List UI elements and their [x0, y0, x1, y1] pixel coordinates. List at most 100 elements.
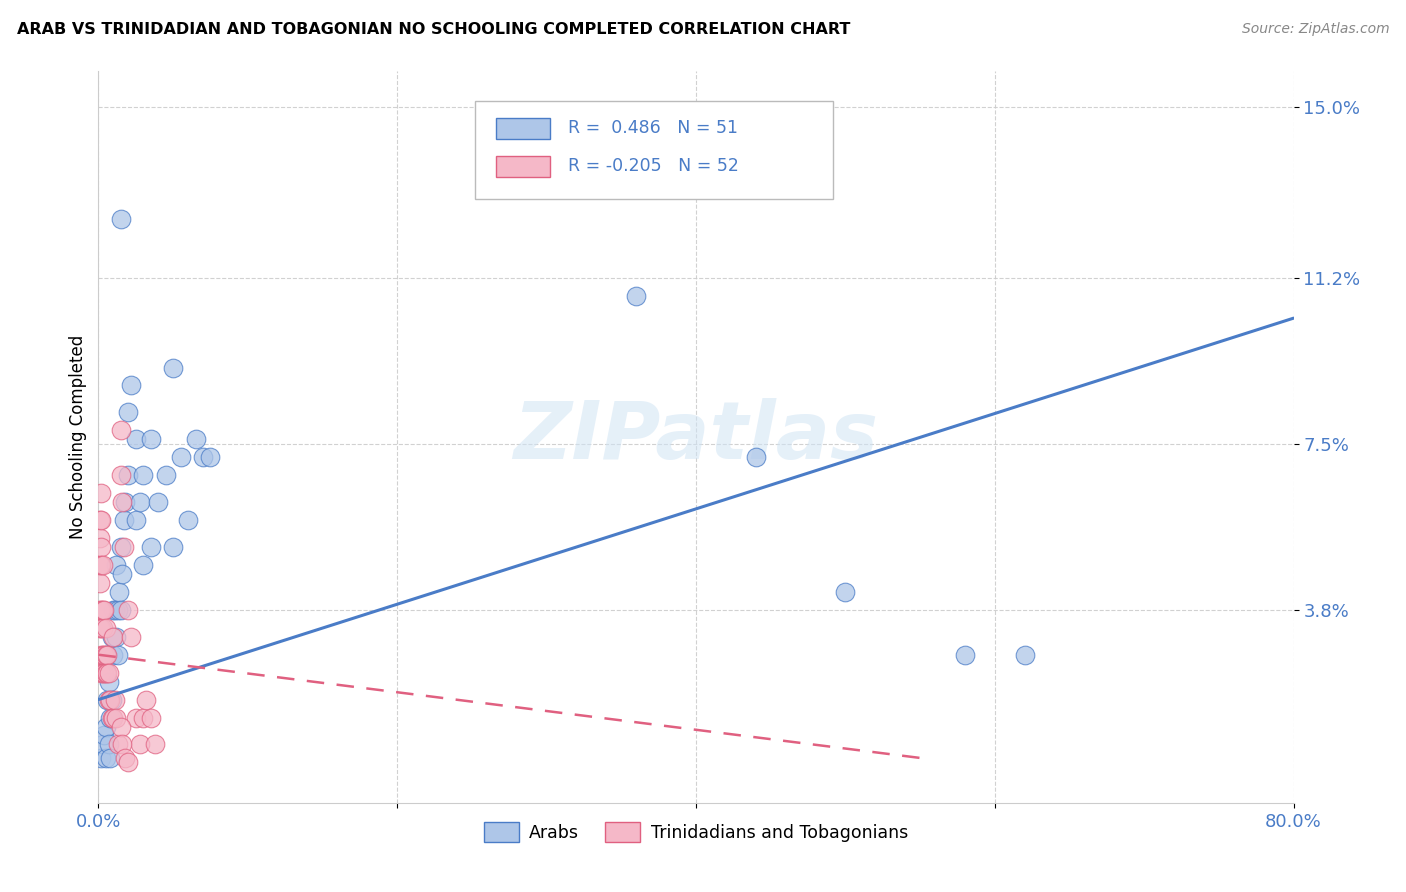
- Y-axis label: No Schooling Completed: No Schooling Completed: [69, 335, 87, 539]
- Point: [97, 738, 120, 752]
- Point: [162, 360, 184, 375]
- Point: [89, 603, 111, 617]
- FancyBboxPatch shape: [496, 156, 550, 177]
- Point: [90, 558, 112, 572]
- Point: [110, 540, 132, 554]
- FancyBboxPatch shape: [496, 118, 550, 138]
- Point: [125, 513, 148, 527]
- Text: R = -0.205   N = 52: R = -0.205 N = 52: [568, 158, 740, 176]
- Point: [96, 648, 118, 662]
- Point: [107, 738, 129, 752]
- Point: [117, 468, 139, 483]
- Point: [90, 540, 112, 554]
- Point: [103, 603, 125, 617]
- Point: [105, 630, 128, 644]
- Point: [139, 540, 162, 554]
- Point: [745, 450, 768, 465]
- Point: [112, 513, 135, 527]
- Point: [107, 648, 129, 662]
- Point: [90, 665, 112, 680]
- Point: [89, 558, 111, 572]
- Point: [110, 719, 132, 733]
- Point: [117, 405, 139, 419]
- Point: [103, 630, 125, 644]
- Legend: Arabs, Trinidadians and Tobagonians: Arabs, Trinidadians and Tobagonians: [477, 815, 915, 849]
- Point: [91, 665, 114, 680]
- Point: [90, 621, 112, 635]
- Point: [108, 585, 131, 599]
- Point: [125, 433, 148, 447]
- Point: [191, 450, 214, 465]
- Point: [91, 621, 114, 635]
- Point: [93, 729, 115, 743]
- Point: [953, 648, 976, 662]
- Point: [101, 692, 124, 706]
- Point: [91, 738, 114, 752]
- Point: [103, 710, 125, 724]
- Point: [129, 495, 152, 509]
- Point: [101, 710, 124, 724]
- FancyBboxPatch shape: [475, 101, 834, 200]
- Point: [96, 692, 118, 706]
- Point: [94, 621, 117, 635]
- Point: [155, 468, 177, 483]
- Point: [120, 378, 142, 392]
- Point: [120, 630, 142, 644]
- Point: [101, 630, 124, 644]
- Point: [105, 558, 128, 572]
- Point: [114, 495, 136, 509]
- Text: ZIPatlas: ZIPatlas: [513, 398, 879, 476]
- Point: [111, 566, 134, 581]
- Point: [105, 710, 128, 724]
- Point: [626, 289, 648, 303]
- Point: [93, 603, 115, 617]
- Point: [129, 738, 152, 752]
- Point: [103, 648, 125, 662]
- Point: [110, 468, 132, 483]
- Point: [90, 603, 112, 617]
- Point: [111, 495, 134, 509]
- Point: [117, 603, 139, 617]
- Point: [93, 648, 115, 662]
- Point: [98, 692, 122, 706]
- Point: [110, 603, 132, 617]
- Point: [98, 751, 122, 765]
- Point: [98, 710, 122, 724]
- Point: [200, 450, 222, 465]
- Point: [94, 648, 117, 662]
- Point: [148, 495, 170, 509]
- Point: [169, 450, 191, 465]
- Point: [104, 603, 127, 617]
- Point: [90, 751, 112, 765]
- Point: [132, 558, 155, 572]
- Point: [96, 665, 118, 680]
- Text: Source: ZipAtlas.com: Source: ZipAtlas.com: [1241, 22, 1389, 37]
- Point: [1014, 648, 1036, 662]
- Point: [111, 738, 134, 752]
- Point: [97, 665, 120, 680]
- Point: [89, 575, 111, 590]
- Point: [91, 648, 114, 662]
- Point: [91, 558, 114, 572]
- Point: [97, 692, 120, 706]
- Point: [93, 665, 115, 680]
- Point: [89, 531, 111, 545]
- Point: [112, 540, 135, 554]
- Point: [184, 433, 207, 447]
- Point: [90, 513, 112, 527]
- Point: [143, 738, 166, 752]
- Point: [110, 423, 132, 437]
- Point: [139, 433, 162, 447]
- Point: [139, 710, 162, 724]
- Point: [117, 756, 139, 770]
- Point: [110, 212, 132, 227]
- Point: [114, 751, 136, 765]
- Point: [94, 665, 117, 680]
- Point: [89, 513, 111, 527]
- Point: [94, 719, 117, 733]
- Point: [89, 621, 111, 635]
- Point: [125, 710, 148, 724]
- Point: [90, 486, 112, 500]
- Point: [107, 603, 129, 617]
- Point: [104, 692, 127, 706]
